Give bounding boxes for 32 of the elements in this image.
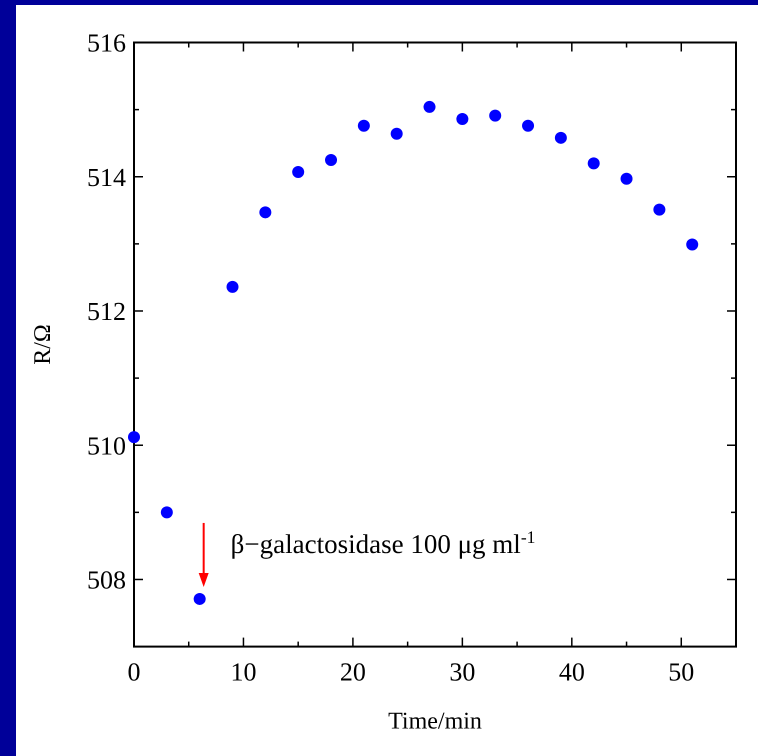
- point: [588, 157, 600, 170]
- x-tick-label: 30: [449, 658, 476, 687]
- point: [128, 431, 140, 444]
- x-axis-title: Time/min: [388, 708, 482, 735]
- x-tick-label: 40: [558, 658, 585, 687]
- point: [424, 100, 436, 113]
- point: [489, 110, 502, 122]
- point: [390, 128, 403, 140]
- point: [522, 120, 534, 132]
- y-tick-label: 514: [87, 162, 126, 192]
- point: [160, 506, 173, 518]
- point: [259, 206, 272, 218]
- point: [554, 132, 567, 144]
- y-tick-label: 512: [87, 297, 126, 326]
- y-axis-title: R/Ω: [30, 324, 56, 365]
- x-tick-label: 20: [340, 658, 366, 687]
- point: [653, 204, 666, 216]
- point: [226, 280, 239, 293]
- y-tick-label: 516: [87, 28, 126, 58]
- point: [686, 238, 698, 251]
- x-tick-label: 10: [230, 658, 256, 687]
- point: [456, 113, 468, 126]
- point: [325, 154, 338, 166]
- point: [292, 166, 304, 178]
- x-tick-label: 50: [668, 658, 694, 687]
- x-tick-label: 0: [128, 658, 140, 687]
- y-tick-label: 510: [87, 431, 126, 460]
- point: [358, 120, 370, 132]
- y-tick-label: 508: [87, 566, 126, 595]
- point: [194, 592, 206, 605]
- annotation: β−galactosidase 100 μg ml$^{-1}$: [230, 526, 536, 559]
- point: [620, 172, 633, 185]
